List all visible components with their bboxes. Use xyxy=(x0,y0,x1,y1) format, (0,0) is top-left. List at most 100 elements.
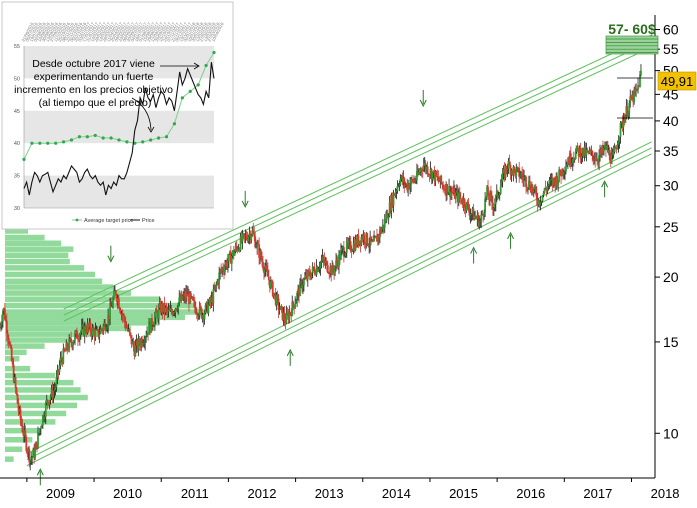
candle-body xyxy=(51,388,54,398)
resistance-arrow-head xyxy=(107,255,115,263)
candle-body xyxy=(193,301,196,308)
candle-body xyxy=(96,328,99,330)
volume-bar xyxy=(5,284,113,290)
candle-body xyxy=(587,150,590,154)
last-price-box xyxy=(657,71,697,91)
candle-body xyxy=(1,321,3,326)
candle-body xyxy=(16,393,19,404)
candle-body xyxy=(504,165,507,178)
candle-body xyxy=(262,261,264,269)
candle-body xyxy=(188,293,190,304)
candle-body xyxy=(287,313,290,320)
inset-x-axis: 21/06/201605/07/201619/07/201602/08/2016… xyxy=(20,21,225,42)
candle-body xyxy=(552,177,555,185)
candle-body xyxy=(617,142,620,145)
candle-body xyxy=(199,305,202,309)
candle-body xyxy=(386,213,389,219)
candle-body xyxy=(67,349,70,350)
candle-body xyxy=(10,347,13,361)
candle-body xyxy=(2,311,4,322)
candle-body xyxy=(507,161,510,169)
candle-body xyxy=(267,276,270,281)
inset-price-line xyxy=(23,62,215,196)
candle-body xyxy=(539,202,542,205)
candle-body xyxy=(246,238,249,242)
candle-body xyxy=(512,166,515,175)
candle-body xyxy=(408,184,411,189)
candle-body xyxy=(420,168,423,171)
candle-body xyxy=(56,369,59,378)
candle-body xyxy=(200,308,203,318)
candle-body xyxy=(158,303,161,308)
volume-bar xyxy=(5,240,62,247)
candle-body xyxy=(46,399,49,403)
candle-body xyxy=(101,329,104,331)
candle-body xyxy=(284,320,287,324)
candle-body xyxy=(28,448,31,463)
candle-body xyxy=(298,288,300,297)
x-tick-label: 2018 xyxy=(651,486,680,501)
x-tick-label: 2012 xyxy=(248,486,277,501)
candle-body xyxy=(309,276,312,279)
candle-body xyxy=(203,313,206,320)
candle-body xyxy=(226,262,228,267)
candle-body xyxy=(207,304,210,313)
candle-body xyxy=(187,293,189,297)
candle-body xyxy=(148,323,150,335)
candle-body xyxy=(549,180,552,181)
candle-body xyxy=(47,402,50,405)
candle-body xyxy=(249,233,252,240)
candle-body xyxy=(261,258,263,262)
y-tick-label: 30 xyxy=(663,178,679,194)
candle-body xyxy=(561,168,563,177)
candle-body xyxy=(500,181,503,187)
candle-body xyxy=(91,327,94,336)
candle-body xyxy=(436,176,439,177)
candle-body xyxy=(543,188,546,193)
candle-body xyxy=(499,186,502,194)
candle-body xyxy=(487,186,489,197)
candle-body xyxy=(611,154,614,156)
candle-body xyxy=(396,185,399,191)
candle-body xyxy=(336,260,338,263)
candle-body xyxy=(360,237,363,245)
candle-body xyxy=(534,187,537,193)
candle-body xyxy=(196,313,199,317)
candle-body xyxy=(461,202,464,206)
candle-body xyxy=(384,218,387,221)
candle-body xyxy=(634,89,637,92)
candle-body xyxy=(431,172,434,180)
upper-channel-line xyxy=(63,46,652,322)
candle-body xyxy=(535,192,538,201)
candle-body xyxy=(454,192,457,199)
candle-body xyxy=(433,170,436,182)
candle-body xyxy=(15,387,18,394)
candle-body xyxy=(491,202,494,209)
candle-body xyxy=(484,198,487,213)
candle-body xyxy=(259,250,261,258)
candle-body xyxy=(527,187,529,189)
candle-body xyxy=(437,176,440,181)
candle-body xyxy=(389,202,392,211)
candle-body xyxy=(152,326,154,328)
candle-body xyxy=(108,315,110,320)
candle-body xyxy=(231,250,234,256)
candle-body xyxy=(39,428,41,434)
volume-bar xyxy=(5,325,131,332)
candle-body xyxy=(84,326,87,332)
volume-bar xyxy=(5,387,81,393)
candle-body xyxy=(174,308,177,313)
candle-body xyxy=(601,146,603,154)
candle-body xyxy=(398,184,401,186)
candle-body xyxy=(98,333,101,337)
candle-body xyxy=(227,261,229,267)
candle-body xyxy=(224,266,226,272)
candle-body xyxy=(478,221,481,227)
candle-body xyxy=(331,265,334,276)
last-price-marker: 49,91 xyxy=(657,71,697,91)
candle-body xyxy=(346,242,349,245)
candle-body xyxy=(582,148,585,156)
candle-body xyxy=(560,174,562,177)
candle-body xyxy=(38,433,40,434)
